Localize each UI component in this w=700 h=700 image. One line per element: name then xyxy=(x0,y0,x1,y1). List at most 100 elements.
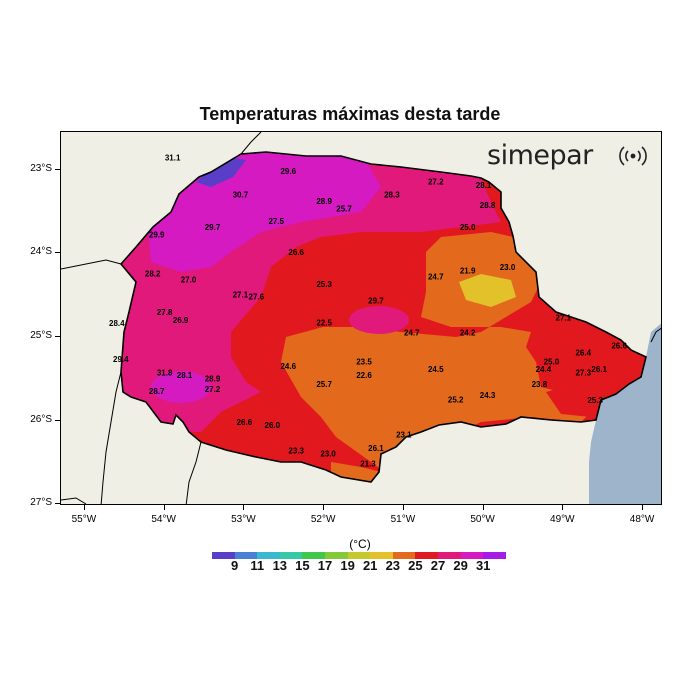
station-value: 26.6 xyxy=(611,342,627,351)
radar-waves-icon xyxy=(619,146,647,166)
station-value: 28.3 xyxy=(384,190,400,199)
colorbar-unit: (°C) xyxy=(349,537,371,551)
latitude-tick xyxy=(55,252,60,254)
station-value: 27.6 xyxy=(249,292,265,301)
colorbar-label: 25 xyxy=(408,558,423,573)
station-value: 24.6 xyxy=(280,362,296,371)
station-value: 21.3 xyxy=(360,460,376,469)
longitude-label: 49°W xyxy=(550,514,575,525)
station-value: 26.6 xyxy=(288,248,304,257)
station-value: 29.7 xyxy=(368,297,384,306)
border-line-southwest xyxy=(100,371,122,504)
station-value: 24.4 xyxy=(536,365,552,374)
colorbar-label: 13 xyxy=(272,558,288,573)
colorbar-label: 31 xyxy=(475,558,491,573)
latitude-label: 24°S xyxy=(30,246,52,258)
longitude-tick xyxy=(243,505,245,510)
colorbar-swatch xyxy=(370,552,393,559)
station-value: 27.0 xyxy=(181,276,197,285)
station-value: 21.9 xyxy=(460,266,476,275)
station-value: 27.8 xyxy=(157,308,173,317)
station-value: 29.7 xyxy=(205,223,221,232)
station-value: 27.3 xyxy=(575,368,591,377)
station-value: 28.9 xyxy=(316,197,332,206)
colorbar-label: 9 xyxy=(230,558,239,573)
station-value: 26.1 xyxy=(591,365,607,374)
longitude-tick xyxy=(642,505,644,510)
station-value: 28.2 xyxy=(145,270,161,279)
colorbar-swatch xyxy=(257,552,280,559)
longitude-tick xyxy=(402,505,404,510)
station-value: 23.8 xyxy=(532,380,548,389)
station-value: 23.5 xyxy=(356,358,372,367)
station-value: 25.7 xyxy=(336,204,352,213)
page-title: Temperaturas máximas desta tarde xyxy=(199,104,501,124)
colorbar-swatch xyxy=(279,552,303,559)
station-value: 23.0 xyxy=(500,263,516,272)
colorbar-label: 17 xyxy=(317,558,333,573)
simepar-logo: simepar xyxy=(487,140,593,171)
latitude-tick xyxy=(55,335,60,337)
station-value: 27.1 xyxy=(233,291,249,300)
colorbar-swatch xyxy=(234,552,258,559)
longitude-tick xyxy=(323,505,325,510)
latitude-label: 23°S xyxy=(30,162,52,174)
latitude-label: 25°S xyxy=(30,329,52,341)
border-line-corner xyxy=(61,497,87,504)
map-panel[interactable]: 31.1 29.6 30.7 28.9 28.3 27.2 28.1 28.8 25.7 27.5… xyxy=(60,131,662,505)
station-value: 26.9 xyxy=(173,316,189,325)
station-value: 26.4 xyxy=(575,348,591,357)
colorbar-label: 15 xyxy=(295,558,310,573)
station-value: 22.5 xyxy=(316,318,332,327)
station-value: 27.2 xyxy=(205,385,221,394)
station-value: 29.9 xyxy=(149,230,165,239)
station-value: 22.6 xyxy=(356,371,372,380)
station-value: 28.1 xyxy=(177,371,193,380)
station-value: 24.5 xyxy=(428,365,444,374)
latitude-label: 26°S xyxy=(30,413,52,425)
longitude-tick xyxy=(562,505,564,510)
colorbar-swatch xyxy=(212,552,235,559)
station-value: 25.2 xyxy=(448,395,464,404)
colorbar-swatch xyxy=(302,552,325,559)
station-value: 31.8 xyxy=(157,368,173,377)
station-value: 27.1 xyxy=(556,313,572,322)
colorbar-swatch xyxy=(483,552,506,559)
station-value: 26.6 xyxy=(237,418,253,427)
longitude-label: 50°W xyxy=(470,514,495,525)
station-value: 23.3 xyxy=(288,446,304,455)
longitude-label: 53°W xyxy=(231,514,256,525)
station-value: 28.8 xyxy=(480,201,496,210)
temperature-map: 31.1 29.6 30.7 28.9 28.3 27.2 28.1 28.8 25.7 27.5… xyxy=(61,132,661,504)
colorbar-label: 23 xyxy=(385,558,401,573)
station-value: 29.4 xyxy=(113,355,129,364)
border-line-south xyxy=(185,441,202,504)
station-labels: 31.1 29.6 30.7 28.9 28.3 27.2 28.1 28.8 25.7 27.5… xyxy=(109,153,627,468)
station-value: 28.7 xyxy=(149,387,165,396)
colorbar-swatch xyxy=(437,552,461,559)
station-value: 25.0 xyxy=(544,358,560,367)
longitude-label: 52°W xyxy=(310,514,336,525)
station-value: 24.3 xyxy=(480,391,496,400)
station-value: 24.2 xyxy=(460,328,476,337)
colorbar-swatch xyxy=(415,552,438,559)
station-value: 25.3 xyxy=(316,280,332,289)
colorbar-swatch xyxy=(392,552,416,559)
station-value: 23.0 xyxy=(320,450,336,459)
colorbar-swatch xyxy=(324,552,348,559)
colorbar-label: 21 xyxy=(362,558,378,573)
station-value: 25.3 xyxy=(587,396,603,405)
colorbar-swatch xyxy=(460,552,484,559)
station-value: 23.1 xyxy=(396,430,412,439)
colorbar xyxy=(212,552,506,559)
colorbar-label: 29 xyxy=(453,558,468,573)
colorbar-swatch xyxy=(347,552,371,559)
border-line-west xyxy=(61,259,122,270)
latitude-tick xyxy=(55,419,60,421)
station-value: 26.1 xyxy=(368,444,384,453)
station-value: 24.7 xyxy=(428,272,444,281)
station-value: 28.9 xyxy=(205,374,221,383)
station-value: 28.1 xyxy=(476,181,492,190)
longitude-label: 48°W xyxy=(629,514,655,525)
longitude-tick xyxy=(163,505,165,510)
